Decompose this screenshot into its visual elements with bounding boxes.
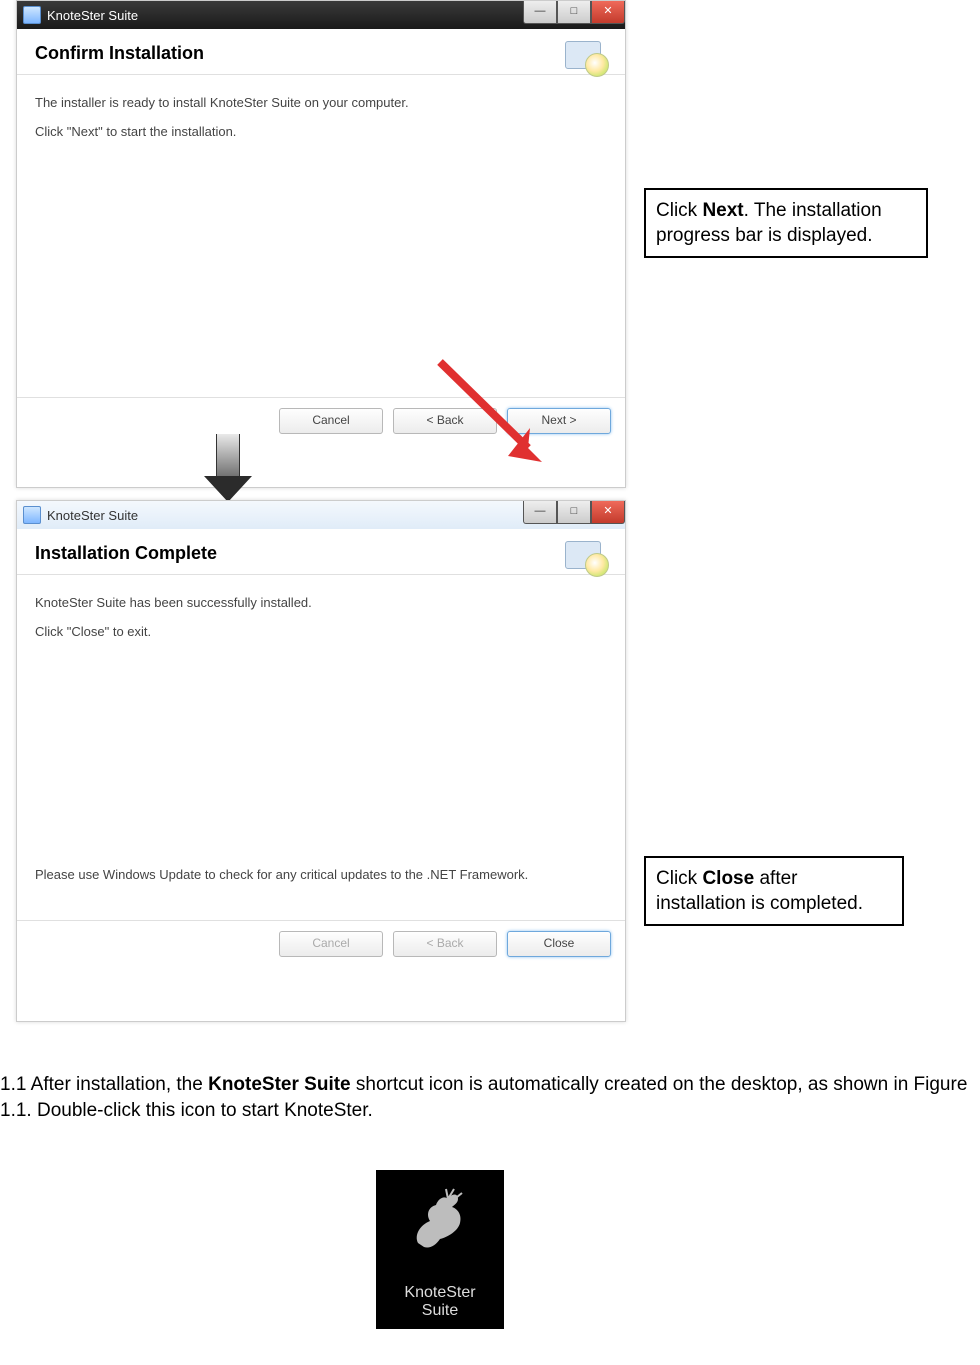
window-title: KnoteSter Suite bbox=[47, 508, 138, 523]
close-button[interactable]: Close bbox=[507, 931, 611, 957]
callout-bold: Next bbox=[702, 200, 743, 221]
dialog-body: KnoteSter Suite has been successfully in… bbox=[17, 575, 625, 867]
body-line-2: Click "Close" to exit. bbox=[35, 624, 607, 639]
maximize-button[interactable]: □ bbox=[557, 501, 591, 524]
shortcut-label-line1: KnoteSter bbox=[376, 1284, 504, 1302]
shortcut-label-line2: Suite bbox=[376, 1302, 504, 1320]
para-pre: After installation, the bbox=[31, 1074, 208, 1095]
desktop-shortcut-icon[interactable]: KnoteSter Suite bbox=[376, 1170, 504, 1329]
dialog-body: The installer is ready to install KnoteS… bbox=[17, 75, 625, 397]
back-button: < Back bbox=[393, 931, 497, 957]
cancel-button[interactable]: Cancel bbox=[279, 408, 383, 434]
body-line-1: The installer is ready to install KnoteS… bbox=[35, 95, 607, 110]
dialog-heading: Installation Complete bbox=[35, 543, 607, 564]
body-line-2: Click "Next" to start the installation. bbox=[35, 124, 607, 139]
dialog-heading: Confirm Installation bbox=[35, 43, 607, 64]
cancel-button: Cancel bbox=[279, 931, 383, 957]
maximize-button[interactable]: □ bbox=[557, 1, 591, 24]
close-window-button[interactable]: ✕ bbox=[591, 1, 625, 24]
install-cd-icon bbox=[565, 41, 609, 77]
body-line-1: KnoteSter Suite has been successfully in… bbox=[35, 595, 607, 610]
callout-bold: Close bbox=[702, 868, 754, 889]
installer-icon bbox=[23, 506, 41, 524]
para-bold: KnoteSter Suite bbox=[208, 1074, 351, 1095]
window-title: KnoteSter Suite bbox=[47, 8, 138, 23]
titlebar: KnoteSter Suite — □ ✕ bbox=[17, 1, 625, 29]
para-num: 1.1 bbox=[0, 1074, 31, 1095]
installer-icon bbox=[23, 6, 41, 24]
callout-text: Click bbox=[656, 868, 702, 889]
callout-next: Click Next. The installation progress ba… bbox=[644, 188, 928, 258]
installer-dialog-complete: KnoteSter Suite — □ ✕ Installation Compl… bbox=[16, 500, 626, 1022]
shortcut-label: KnoteSter Suite bbox=[376, 1280, 504, 1329]
dialog-footer: Cancel < Back Close bbox=[17, 920, 625, 969]
close-window-button[interactable]: ✕ bbox=[591, 501, 625, 524]
callout-text: Click bbox=[656, 200, 702, 221]
deer-icon bbox=[408, 1185, 472, 1265]
minimize-button[interactable]: — bbox=[523, 1, 557, 24]
callout-close: Click Close after installation is comple… bbox=[644, 856, 904, 926]
minimize-button[interactable]: — bbox=[523, 501, 557, 524]
install-cd-icon bbox=[565, 541, 609, 577]
titlebar: KnoteSter Suite — □ ✕ bbox=[17, 501, 625, 529]
flow-arrow-down-icon bbox=[204, 434, 252, 502]
red-pointer-arrow-icon bbox=[430, 352, 560, 478]
instruction-paragraph: 1.1 After installation, the KnoteSter Su… bbox=[0, 1072, 980, 1123]
framework-note: Please use Windows Update to check for a… bbox=[17, 867, 625, 890]
